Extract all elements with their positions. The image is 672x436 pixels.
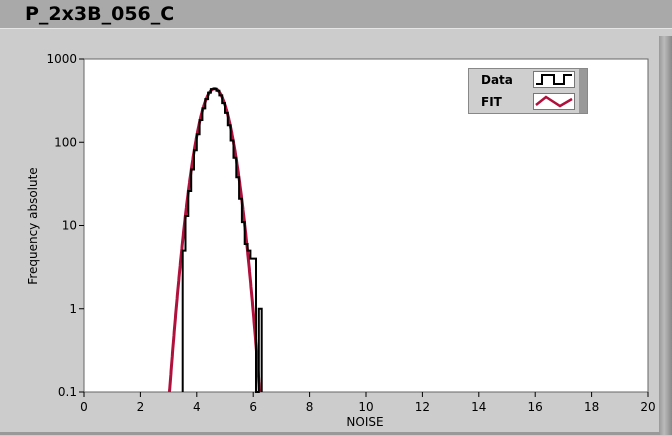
x-tick-label: 12	[415, 400, 430, 414]
x-tick-label: 6	[249, 400, 257, 414]
x-tick-label: 0	[80, 400, 88, 414]
x-tick-label: 20	[640, 400, 655, 414]
y-tick-label: 100	[54, 135, 77, 149]
x-tick-label: 4	[193, 400, 201, 414]
x-tick-label: 14	[471, 400, 486, 414]
divider	[0, 432, 660, 435]
legend-swatch-data	[533, 71, 575, 88]
window-title: P_2x3B_056_C	[25, 3, 175, 25]
x-tick-label: 18	[584, 400, 599, 414]
scrollbar[interactable]	[659, 36, 672, 435]
plot-area	[83, 58, 649, 393]
x-tick-label: 16	[528, 400, 543, 414]
title-bar: P_2x3B_056_C	[0, 0, 672, 28]
x-tick-label: 10	[358, 400, 373, 414]
legend-swatch-fit	[533, 93, 575, 110]
legend-label-data: Data	[481, 73, 513, 87]
y-tick-label: 1	[69, 302, 77, 316]
x-tick-label: 2	[137, 400, 145, 414]
y-tick-label: 10	[62, 219, 77, 233]
x-axis-label: NOISE	[346, 415, 383, 429]
y-axis-label: Frequency absolute	[26, 167, 40, 284]
x-tick-label: 8	[306, 400, 314, 414]
legend-label-fit: FIT	[481, 95, 502, 109]
legend: Data FIT	[468, 68, 588, 114]
y-tick-label: 1000	[46, 52, 77, 66]
y-tick-label: 0.1	[58, 385, 77, 399]
data-histogram	[181, 87, 263, 393]
